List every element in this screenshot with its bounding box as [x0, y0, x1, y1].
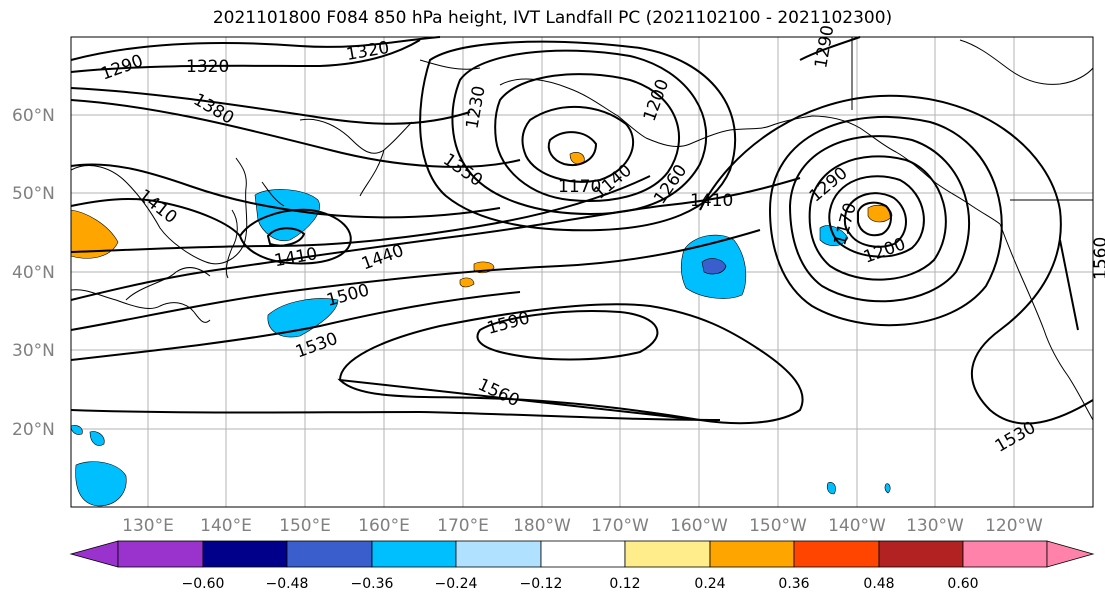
lat-label: 40°N: [12, 263, 55, 283]
negative-anomaly-patch: [884, 483, 891, 494]
lon-label: 180°W: [513, 516, 571, 536]
coastlines: [70, 37, 1094, 421]
colorbar-tick-label: −0.24: [435, 576, 478, 592]
lon-label: 130°W: [906, 516, 964, 536]
colorbar-swatch: [793, 540, 880, 568]
contour-label: 1380: [190, 90, 237, 129]
height-contours: [70, 36, 1094, 425]
colorbar-tick-label: −0.60: [182, 576, 225, 592]
colorbar-tick-label: 0.12: [609, 576, 640, 592]
lon-label: 140°W: [828, 516, 886, 536]
colorbar: [69, 540, 1095, 568]
colorbar-extend-low: [69, 540, 119, 568]
contour-label: 1320: [186, 57, 229, 77]
contour-label: 1560: [475, 375, 523, 411]
lat-label: 50°N: [12, 184, 55, 204]
contour-label: 1530: [992, 418, 1039, 457]
positive-anomaly-patch: [459, 277, 475, 288]
contour-label: 1410: [690, 191, 733, 211]
latitude-axis: 60°N 50°N 40°N 30°N 20°N: [12, 106, 55, 440]
positive-anomaly-patch: [867, 204, 893, 223]
positive-anomaly-patch: [569, 152, 585, 165]
contour-label: 1200: [861, 234, 908, 268]
colorbar-swatch: [878, 540, 964, 568]
colorbar-swatch: [455, 540, 542, 568]
map-frame: [70, 36, 1094, 508]
lat-label: 60°N: [12, 106, 55, 126]
colorbar-tick-label: −0.48: [266, 576, 309, 592]
contour-label: 1170: [558, 177, 601, 197]
contour-label: 1500: [324, 280, 371, 311]
lon-label: 170°W: [591, 516, 649, 536]
lon-label: 150°W: [749, 516, 807, 536]
lon-label: 130°E: [122, 516, 174, 536]
map-title: 2021101800 F084 850 hPa height, IVT Land…: [212, 8, 893, 28]
colorbar-swatch: [962, 540, 1048, 568]
colorbar-swatch: [202, 540, 288, 568]
lon-label: 160°E: [358, 516, 410, 536]
contour-label-group: 1290 1320 1320 1380 1410 1410 1440 1500 …: [98, 24, 1105, 457]
colorbar-tick-label: 0.24: [694, 576, 725, 592]
colorbar-ticks: −0.60 −0.48 −0.36 −0.24 −0.12 0.12 0.24 …: [182, 576, 979, 592]
contour-label: 1290: [98, 51, 145, 85]
contour-label: 1200: [640, 77, 674, 124]
lon-label: 140°E: [200, 516, 252, 536]
colorbar-tick-label: −0.36: [351, 576, 394, 592]
longitude-axis: 130°E 140°E 150°E 160°E 170°E 180°W 170°…: [122, 516, 1043, 536]
colorbar-swatch: [117, 540, 204, 568]
lat-label: 20°N: [12, 420, 55, 440]
ivt-shading: [70, 152, 893, 507]
positive-anomaly-patch: [70, 209, 119, 259]
lat-label: 30°N: [12, 341, 55, 361]
colorbar-swatch: [624, 540, 711, 568]
negative-anomaly-patch: [89, 431, 105, 446]
colorbar-swatch: [540, 540, 626, 568]
colorbar-tick-label: 0.60: [947, 576, 978, 592]
colorbar-swatch: [709, 540, 795, 568]
colorbar-swatch: [371, 540, 457, 568]
contour-label: 1290: [811, 24, 838, 70]
negative-anomaly-patch: [826, 482, 836, 495]
colorbar-swatch: [286, 540, 373, 568]
negative-anomaly-patch: [70, 425, 83, 435]
contour-label: 1230: [462, 84, 489, 130]
contour-label: 1140: [590, 161, 636, 204]
lon-label: 150°E: [279, 516, 331, 536]
contour-label: 1590: [485, 308, 532, 339]
negative-anomaly-patch: [254, 189, 320, 242]
lon-label: 170°E: [437, 516, 489, 536]
contour-label: 1560: [1091, 237, 1105, 280]
negative-anomaly-patch: [75, 461, 127, 507]
colorbar-tick-label: 0.48: [863, 576, 894, 592]
negative-anomaly-patch: [701, 258, 727, 275]
lon-label: 120°W: [985, 516, 1043, 536]
colorbar-tick-label: −0.12: [520, 576, 563, 592]
lon-label: 160°W: [670, 516, 728, 536]
colorbar-extend-high: [1046, 540, 1095, 568]
contour-label: 1410: [134, 186, 180, 228]
contour-label: 1410: [273, 244, 319, 271]
colorbar-tick-label: 0.36: [778, 576, 809, 592]
